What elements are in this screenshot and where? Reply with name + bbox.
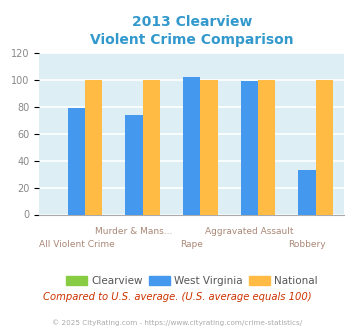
Text: Robbery: Robbery [288,240,326,248]
Text: All Violent Crime: All Violent Crime [39,240,114,248]
Bar [200,80,218,214]
Bar [68,108,85,214]
Bar [316,80,333,214]
Text: Rape: Rape [180,240,203,248]
Bar [298,170,316,215]
Bar [183,77,200,214]
Bar [143,80,160,214]
Bar [241,81,258,214]
Bar [125,115,143,214]
Text: Murder & Mans...: Murder & Mans... [95,227,173,236]
Text: Compared to U.S. average. (U.S. average equals 100): Compared to U.S. average. (U.S. average … [43,292,312,302]
Title: 2013 Clearview
Violent Crime Comparison: 2013 Clearview Violent Crime Comparison [90,15,294,48]
Bar [85,80,102,214]
Text: © 2025 CityRating.com - https://www.cityrating.com/crime-statistics/: © 2025 CityRating.com - https://www.city… [53,319,302,326]
Legend: Clearview, West Virginia, National: Clearview, West Virginia, National [62,272,322,290]
Bar [258,80,275,214]
Text: Aggravated Assault: Aggravated Assault [205,227,294,236]
